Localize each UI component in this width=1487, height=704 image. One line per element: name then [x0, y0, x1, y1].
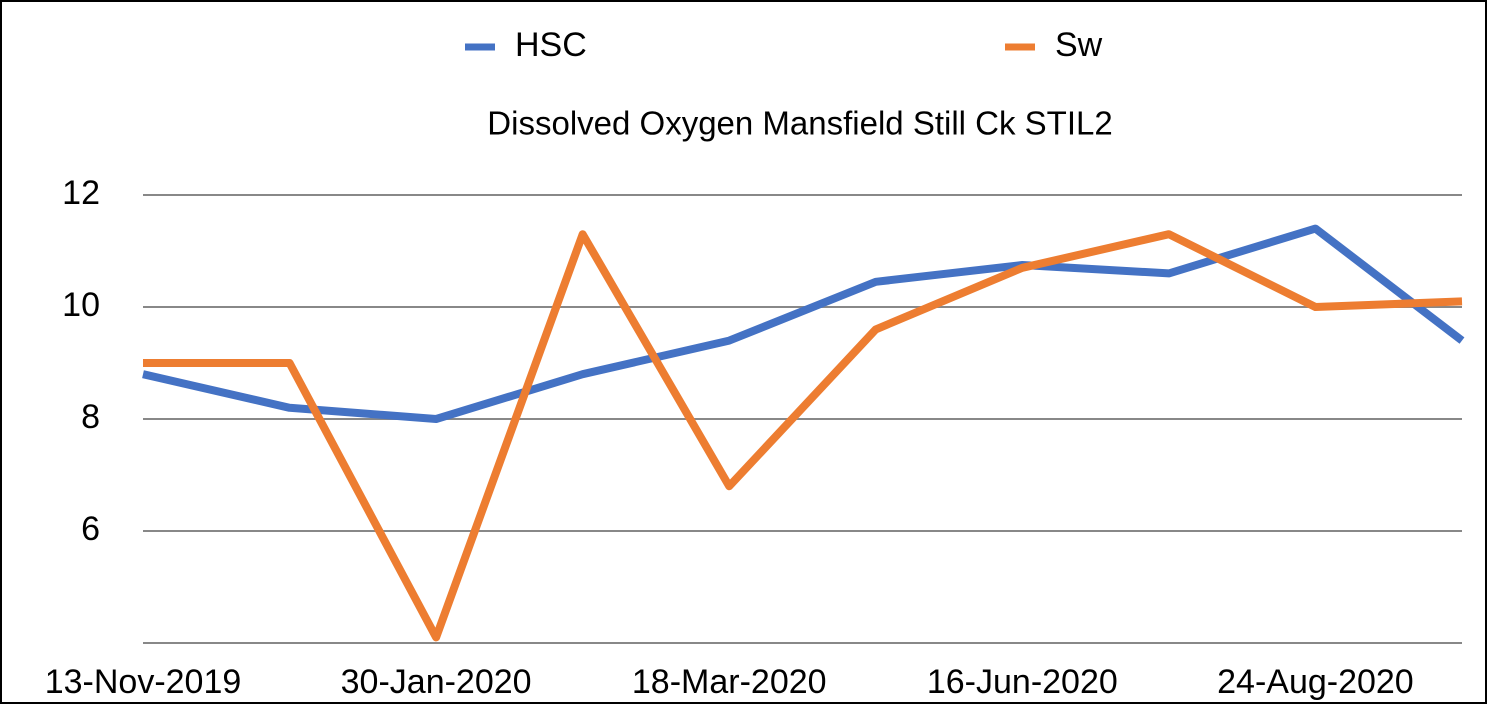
y-tick-label: 10: [62, 286, 100, 324]
x-tick-label: 30-Jan-2020: [341, 663, 532, 701]
y-tick-label: 12: [62, 174, 100, 212]
x-tick-label: 16-Jun-2020: [927, 663, 1118, 701]
chart-title: Dissolved Oxygen Mansfield Still Ck STIL…: [487, 105, 1112, 142]
data-line: [143, 230, 1463, 642]
y-tick-label: 6: [81, 510, 100, 548]
x-tick-label: 13-Nov-2019: [45, 663, 242, 701]
data-line: [142, 224, 1465, 423]
legend-label: HSC: [515, 26, 587, 64]
y-tick-label: 8: [81, 398, 100, 436]
x-tick-label: 24-Aug-2020: [1217, 663, 1414, 701]
legend-label: Sw: [1055, 26, 1103, 64]
x-tick-label: 18-Mar-2020: [632, 663, 827, 701]
